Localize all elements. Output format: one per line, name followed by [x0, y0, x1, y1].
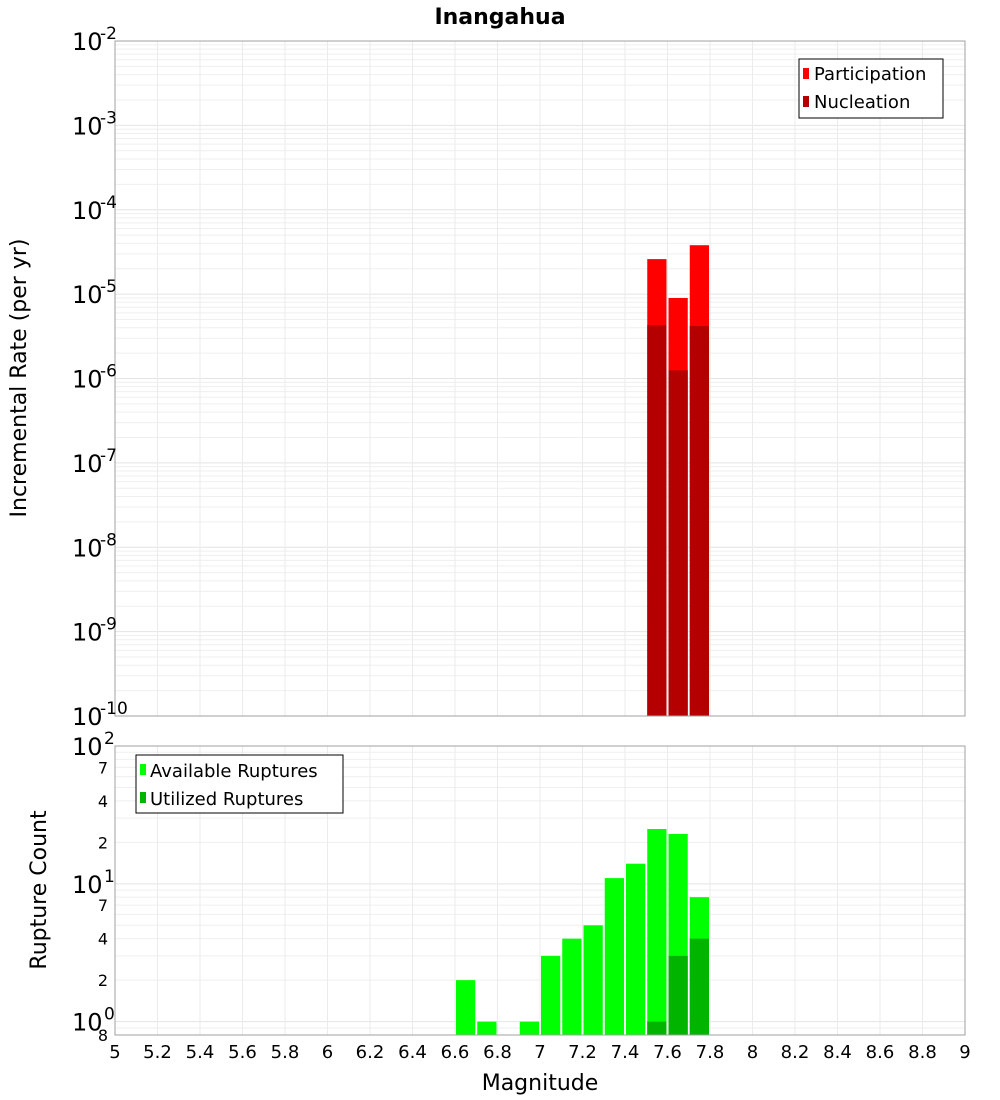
count-bars — [456, 828, 709, 1035]
y-tick-label: 10 — [72, 197, 103, 225]
available-legend-label: Available Ruptures — [150, 761, 318, 782]
x-axis-label: Magnitude — [482, 1071, 599, 1096]
rate-legend: Participation Nucleation — [798, 58, 944, 119]
x-tick-label: 5.8 — [271, 1042, 300, 1063]
x-tick-label: 8.2 — [781, 1042, 810, 1063]
x-tick-label: 6.8 — [483, 1042, 512, 1063]
count-bar-a — [456, 980, 476, 1035]
count-bar-b — [689, 938, 709, 1035]
count-bar-a — [541, 955, 561, 1035]
count-legend-box — [135, 754, 344, 814]
y-tick-label: 10 — [72, 28, 103, 56]
count-y-axis-label: Rupture Count — [27, 810, 52, 970]
y-tick-label: 10 — [72, 703, 103, 731]
count-bar-a — [626, 863, 646, 1035]
x-tick-label: 5.4 — [186, 1042, 215, 1063]
y-minor-tick-label: 4 — [98, 930, 108, 949]
y-tick-exponent: 0 — [104, 1005, 115, 1025]
x-tick-label: 6.6 — [441, 1042, 470, 1063]
y-minor-tick-label: 7 — [98, 896, 108, 915]
y-tick-exponent: -9 — [100, 615, 117, 635]
x-tick-label: 8.8 — [908, 1042, 937, 1063]
x-tick-label: 7.6 — [653, 1042, 682, 1063]
utilized-legend-swatch — [140, 792, 146, 803]
y-tick-exponent: -7 — [100, 446, 117, 466]
count-legend: Available Ruptures Utilized Ruptures — [135, 754, 344, 814]
rate-y-tick-labels: 10-210-310-410-510-610-710-810-910-10 — [72, 24, 128, 731]
chart-title: Inangahua — [434, 5, 565, 30]
y-tick-exponent: 1 — [104, 867, 115, 887]
rate-bar-b — [668, 370, 688, 716]
x-tick-label: 8 — [747, 1042, 758, 1063]
y-tick-exponent: -3 — [100, 108, 117, 128]
y-tick-label: 10 — [72, 619, 103, 647]
x-tick-label: 8.6 — [866, 1042, 895, 1063]
rate-y-axis-label: Incremental Rate (per yr) — [7, 239, 32, 518]
available-legend-swatch — [140, 764, 146, 775]
count-bar-a — [583, 925, 603, 1035]
count-bar-a — [604, 878, 624, 1035]
rate-bar-b — [689, 325, 709, 716]
y-minor-tick-label: 4 — [98, 792, 108, 811]
x-tick-label: 8.4 — [823, 1042, 852, 1063]
y-tick-label: 10 — [72, 450, 103, 478]
x-tick-label: 5.2 — [143, 1042, 172, 1063]
y-tick-label: 10 — [72, 534, 103, 562]
x-tick-label: 9 — [959, 1042, 970, 1063]
y-minor-tick-label: 8 — [98, 1026, 108, 1045]
rate-bar-b — [647, 325, 667, 716]
count-bar-b — [647, 1021, 667, 1035]
rate-plot-border — [114, 40, 966, 717]
utilized-legend-label: Utilized Ruptures — [150, 789, 303, 810]
rate-grid — [114, 41, 966, 717]
y-tick-exponent: -6 — [100, 362, 117, 382]
y-tick-exponent: -4 — [100, 193, 117, 213]
participation-legend-label: Participation — [814, 64, 926, 85]
y-tick-exponent: -2 — [100, 24, 117, 44]
x-tick-label: 7.8 — [696, 1042, 725, 1063]
rate-bars — [647, 245, 709, 717]
y-tick-label: 10 — [72, 112, 103, 140]
count-bar-a — [519, 1021, 539, 1035]
y-tick-label: 10 — [72, 733, 103, 761]
y-tick-exponent: -5 — [100, 277, 117, 297]
count-plot-border — [114, 745, 966, 1036]
x-tick-label: 6 — [322, 1042, 333, 1063]
x-tick-label: 7.4 — [611, 1042, 640, 1063]
x-tick-label: 6.4 — [398, 1042, 427, 1063]
y-tick-label: 10 — [72, 1009, 103, 1037]
y-tick-label: 10 — [72, 281, 103, 309]
y-tick-exponent: 2 — [104, 729, 115, 749]
nucleation-legend-label: Nucleation — [814, 92, 910, 113]
y-tick-exponent: -8 — [100, 530, 117, 550]
x-tick-label: 6.2 — [356, 1042, 385, 1063]
x-tick-label: 7.2 — [568, 1042, 597, 1063]
count-bar-b — [668, 955, 688, 1035]
x-tick-label: 5 — [109, 1042, 120, 1063]
y-minor-tick-label: 2 — [98, 971, 108, 990]
count-bar-a — [477, 1021, 497, 1035]
y-minor-tick-label: 2 — [98, 833, 108, 852]
x-tick-label: 5.6 — [228, 1042, 257, 1063]
y-minor-tick-label: 7 — [98, 758, 108, 777]
count-bar-a — [647, 828, 667, 1035]
nucleation-legend-swatch — [803, 96, 809, 107]
count-bar-a — [562, 938, 582, 1035]
y-tick-label: 10 — [72, 366, 103, 394]
y-tick-label: 10 — [72, 871, 103, 899]
rate-panel: Inangahua 10-210-310-410-510-610-710-810… — [7, 5, 966, 731]
participation-legend-swatch — [803, 68, 809, 79]
x-tick-label: 7 — [534, 1042, 545, 1063]
rate-legend-box — [798, 58, 944, 119]
y-tick-exponent: -10 — [100, 699, 128, 719]
x-tick-labels: 5 5.2 5.4 5.6 5.8 6 6.2 6.4 6.6 6.8 7 7.2 7.4 7.6 7.8 8… — [109, 1042, 970, 1063]
